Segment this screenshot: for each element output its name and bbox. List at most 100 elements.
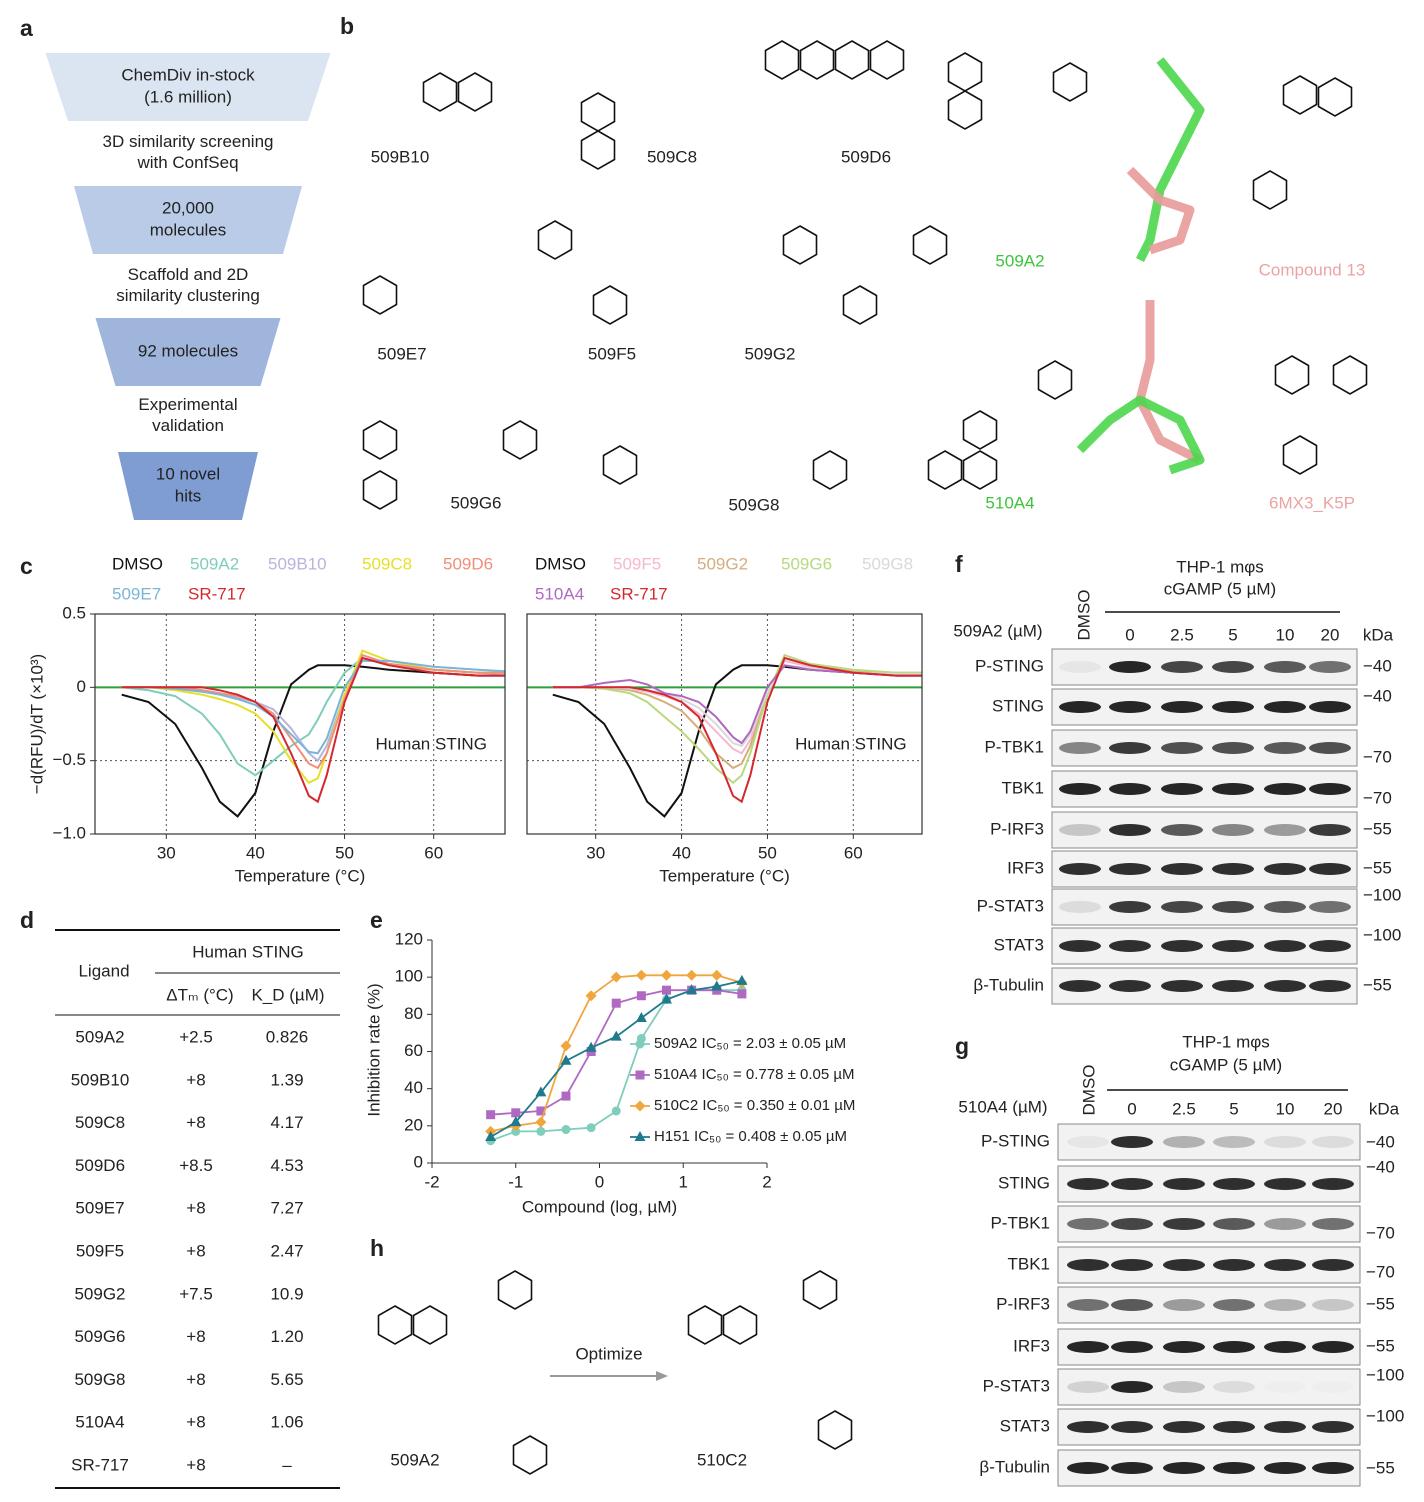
plot-frame <box>526 613 923 835</box>
band <box>1067 1259 1109 1271</box>
table-cell: 510A4 <box>75 1413 124 1432</box>
band <box>1309 742 1351 754</box>
table-cell: – <box>282 1455 292 1474</box>
blot-row-label: P-IRF3 <box>996 1294 1050 1313</box>
stage-text: molecules <box>150 220 227 239</box>
dose-label: 510A4 (µM) <box>958 1097 1047 1116</box>
legend-marker <box>635 1070 645 1080</box>
legend-entry: DMSO <box>535 554 586 573</box>
blot-row-label: STAT3 <box>1000 1416 1050 1435</box>
point <box>511 1108 521 1118</box>
band <box>1163 1341 1205 1353</box>
band <box>1163 1462 1205 1474</box>
ring <box>362 275 398 315</box>
blot-row-label: P-STAT3 <box>983 1376 1050 1395</box>
band <box>1111 1341 1153 1353</box>
x-tick-label: 2 <box>762 1172 771 1191</box>
curve <box>121 653 505 770</box>
band <box>1109 742 1151 754</box>
band <box>1067 1136 1109 1148</box>
band <box>1111 1299 1153 1311</box>
curve <box>552 664 922 745</box>
x-tick-label: 1 <box>679 1172 688 1191</box>
y-tick-label: 120 <box>395 929 423 948</box>
legend-entry: 509A2 <box>190 554 239 573</box>
ring <box>1282 435 1318 475</box>
band <box>1109 824 1151 836</box>
ring <box>592 285 628 325</box>
point <box>686 969 698 981</box>
table-cell: +8 <box>186 1455 205 1474</box>
band <box>1264 824 1306 836</box>
ring <box>722 1305 758 1345</box>
stage-text: (1.6 million) <box>144 87 232 106</box>
x-tick-label: 40 <box>246 843 265 862</box>
band <box>1213 1218 1255 1230</box>
legend-marker <box>634 1131 646 1141</box>
legend-entry: 509F5 <box>613 554 661 573</box>
band <box>1109 980 1151 992</box>
band <box>1109 901 1151 913</box>
legend-entry: 509C8 <box>362 554 412 573</box>
x-axis-label: Temperature (°C) <box>659 866 790 885</box>
point <box>536 1126 546 1136</box>
ring <box>912 225 948 265</box>
band <box>1213 1462 1255 1474</box>
band <box>1111 1136 1153 1148</box>
table-cell: 5.65 <box>270 1370 303 1389</box>
band <box>1161 742 1203 754</box>
point <box>636 991 646 1001</box>
blot-strip <box>1051 967 1358 1005</box>
point <box>561 1125 571 1135</box>
band <box>1109 940 1151 952</box>
stage-text: 20,000 <box>162 198 214 217</box>
y-tick-label: 0.5 <box>62 603 86 622</box>
legend-entry: 509D6 <box>443 554 493 573</box>
point <box>511 1126 521 1136</box>
column-header: ΔTₘ (°C) <box>166 985 233 1004</box>
x-tick-label: -2 <box>424 1172 439 1191</box>
ring <box>1252 170 1288 210</box>
band <box>1312 1462 1354 1474</box>
band <box>1309 940 1351 952</box>
y-tick-label: −0.5 <box>52 750 86 769</box>
point <box>661 993 672 1004</box>
kda-marker: −55 <box>1366 1294 1395 1313</box>
ring <box>497 1270 533 1310</box>
annotation: Human STING <box>375 734 486 753</box>
table-cell: 509C8 <box>75 1113 125 1132</box>
blot-strip <box>1051 648 1358 686</box>
panel-label: d <box>20 907 34 933</box>
point <box>535 1086 547 1097</box>
blot-row-label: STING <box>998 1173 1050 1192</box>
lane-label: 0 <box>1125 625 1134 644</box>
point <box>536 1106 546 1116</box>
dose-label: 509A2 (µM) <box>953 621 1042 640</box>
band <box>1309 701 1351 713</box>
band <box>1059 901 1101 913</box>
compound-name: 509G8 <box>728 495 779 514</box>
band <box>1067 1421 1109 1433</box>
blot-row-label: P-TBK1 <box>984 737 1044 756</box>
kda-marker: −70 <box>1366 1262 1395 1281</box>
ring <box>580 92 616 132</box>
curve <box>121 656 505 804</box>
point <box>635 1012 647 1023</box>
band <box>1213 1341 1255 1353</box>
ring <box>802 1270 838 1310</box>
stage-text: 10 novel <box>156 464 220 483</box>
panel-label: f <box>955 551 963 577</box>
band <box>1161 901 1203 913</box>
kda-marker: −40 <box>1366 1132 1395 1151</box>
band <box>1059 940 1101 952</box>
band <box>1213 1259 1255 1271</box>
blot-row-label: P-STING <box>975 656 1044 675</box>
compound-name: 510A4 <box>985 493 1034 512</box>
blot-row-label: P-IRF3 <box>990 819 1044 838</box>
ring <box>412 1305 448 1345</box>
ring <box>842 285 878 325</box>
blot-strip <box>1051 850 1358 888</box>
band <box>1212 940 1254 952</box>
band <box>1312 1341 1354 1353</box>
blot-strip <box>1051 927 1358 965</box>
